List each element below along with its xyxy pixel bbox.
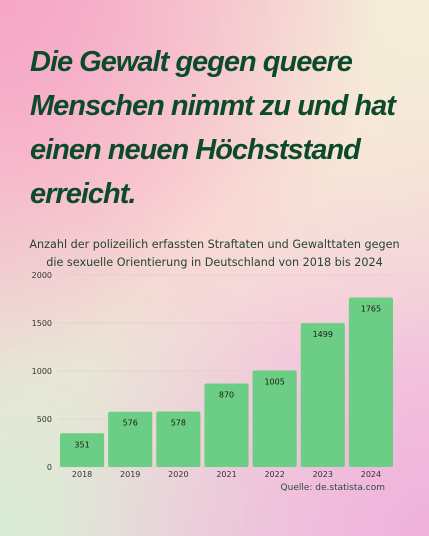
- x-tick-label: 2018: [72, 470, 92, 479]
- bar-chart: 0 500 1000 1500 2000 351 2018 576 2019 578 2020 870…: [32, 271, 395, 479]
- x-tick-label: 2021: [216, 470, 236, 479]
- y-tick-label: 0: [47, 463, 52, 472]
- data-label: 870: [219, 390, 234, 399]
- data-label: 1499: [313, 330, 333, 339]
- chart-title: Anzahl der polizeilich erfassten Strafta…: [29, 238, 400, 269]
- data-label: 351: [74, 440, 89, 449]
- x-tick-label: 2019: [120, 470, 140, 479]
- data-label: 578: [171, 419, 186, 428]
- y-tick-label: 1500: [32, 319, 52, 328]
- bar: [300, 323, 345, 467]
- bar: [252, 370, 297, 467]
- x-tick-label: 2024: [361, 470, 381, 479]
- data-label: 576: [123, 419, 138, 428]
- x-tick-label: 2023: [313, 470, 333, 479]
- source-note: Quelle: de.statista.com: [280, 483, 385, 493]
- bar: [348, 297, 393, 467]
- headline: Die Gewalt gegen queere Menschen nimmt z…: [30, 46, 396, 210]
- bar: [156, 411, 201, 467]
- data-label: 1765: [361, 305, 381, 314]
- data-label: 1005: [264, 378, 284, 387]
- x-tick-label: 2020: [168, 470, 188, 479]
- y-tick-label: 500: [37, 415, 52, 424]
- y-tick-label: 2000: [32, 271, 52, 280]
- bar: [60, 433, 105, 467]
- bar: [108, 411, 153, 467]
- y-tick-label: 1000: [32, 367, 52, 376]
- x-tick-label: 2022: [264, 470, 284, 479]
- bar: [204, 383, 249, 467]
